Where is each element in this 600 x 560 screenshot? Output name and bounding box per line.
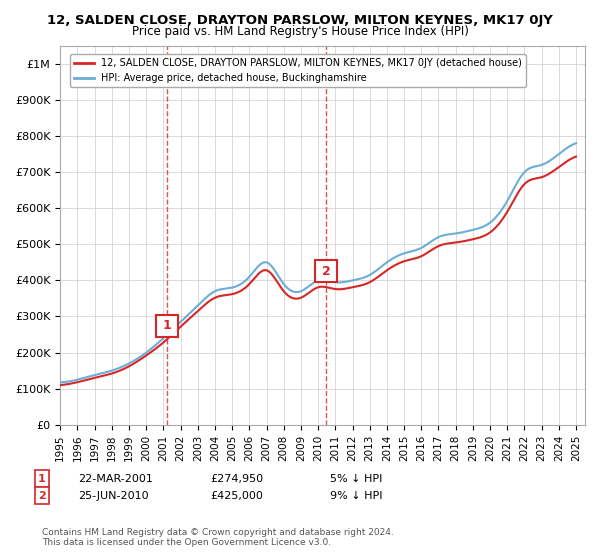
Text: 1: 1 bbox=[163, 319, 172, 332]
Text: 12, SALDEN CLOSE, DRAYTON PARSLOW, MILTON KEYNES, MK17 0JY: 12, SALDEN CLOSE, DRAYTON PARSLOW, MILTO… bbox=[47, 14, 553, 27]
Text: 25-JUN-2010: 25-JUN-2010 bbox=[78, 491, 149, 501]
Text: 2: 2 bbox=[38, 491, 46, 501]
Text: 22-MAR-2001: 22-MAR-2001 bbox=[78, 474, 153, 484]
Text: 5% ↓ HPI: 5% ↓ HPI bbox=[330, 474, 382, 484]
Text: £425,000: £425,000 bbox=[210, 491, 263, 501]
Text: 1: 1 bbox=[38, 474, 46, 484]
Text: Price paid vs. HM Land Registry's House Price Index (HPI): Price paid vs. HM Land Registry's House … bbox=[131, 25, 469, 38]
Legend: 12, SALDEN CLOSE, DRAYTON PARSLOW, MILTON KEYNES, MK17 0JY (detached house), HPI: 12, SALDEN CLOSE, DRAYTON PARSLOW, MILTO… bbox=[70, 54, 526, 87]
Text: £274,950: £274,950 bbox=[210, 474, 263, 484]
Text: 2: 2 bbox=[322, 265, 331, 278]
Text: 9% ↓ HPI: 9% ↓ HPI bbox=[330, 491, 383, 501]
Text: Contains HM Land Registry data © Crown copyright and database right 2024.
This d: Contains HM Land Registry data © Crown c… bbox=[42, 528, 394, 547]
